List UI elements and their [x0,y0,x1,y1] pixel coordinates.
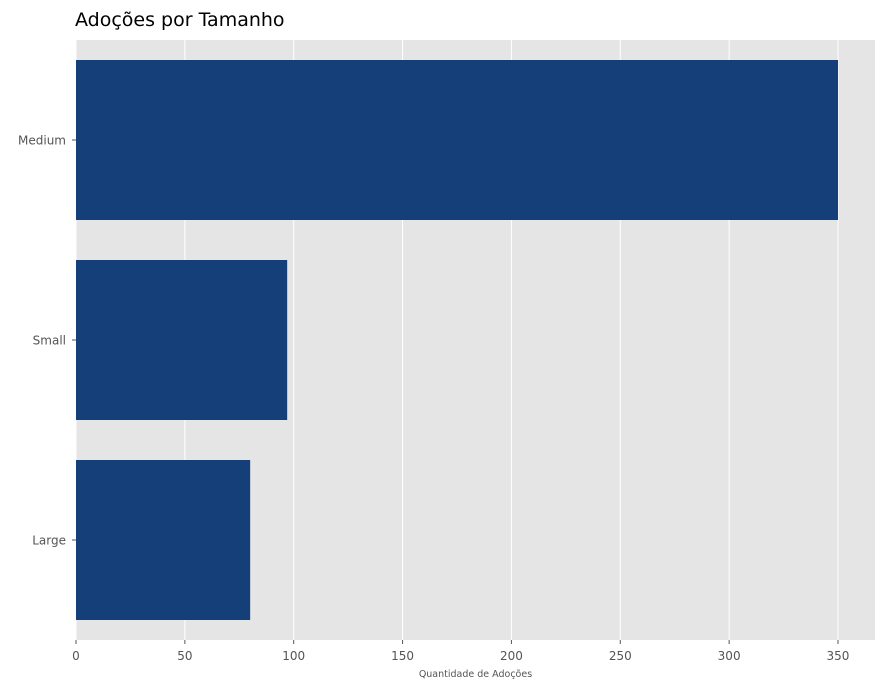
x-tick-label: 150 [391,649,414,663]
y-tick-label: Small [33,334,66,348]
x-tick-label: 250 [609,649,632,663]
bars [76,60,838,620]
x-tick-label: 350 [827,649,850,663]
y-axis-ticks: Medium Small Large [18,134,76,548]
y-tick-label: Large [32,534,66,548]
bar-medium [76,60,838,220]
x-tick-label: 0 [72,649,80,663]
x-tick-label: 100 [282,649,305,663]
x-axis-ticks: 0 50 100 150 200 250 300 350 [72,640,849,663]
x-tick-label: 300 [718,649,741,663]
x-tick-label: 50 [177,649,192,663]
bar-small [76,260,288,420]
chart-title: Adoções por Tamanho [75,9,285,31]
x-tick-label: 200 [500,649,523,663]
x-axis-label: Quantidade de Adoções [419,669,532,680]
y-tick-label: Medium [18,134,66,148]
bar-large [76,460,251,620]
